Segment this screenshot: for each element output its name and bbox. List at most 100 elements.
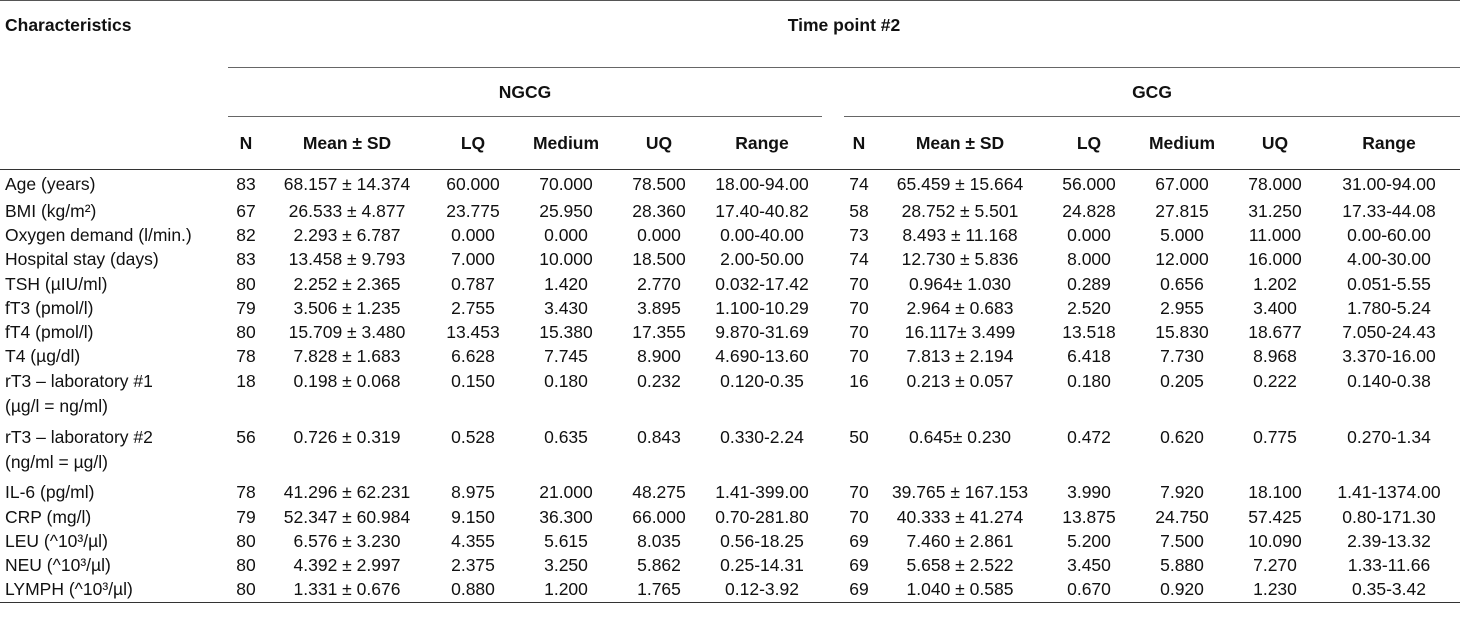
row-label: fT4 (pmol/l) xyxy=(0,320,228,344)
row-label-text: NEU (^10³/µl) xyxy=(5,554,111,575)
ngcg-n-cell: 80 xyxy=(228,577,264,603)
ngcg-lq-cell: 0.787 xyxy=(451,273,495,294)
ngcg-range-cell: 17.40-40.82 xyxy=(715,201,809,222)
ngcg-n-cell: 80 xyxy=(236,530,256,551)
ngcg-uq-cell: 8.035 xyxy=(637,530,681,551)
gcg-range-cell: 0.051-5.55 xyxy=(1347,273,1431,294)
gcg-n-cell: 74 xyxy=(849,249,869,270)
ngcg-uq-cell: 48.275 xyxy=(632,482,686,503)
ngcg-n-cell: 78 xyxy=(236,346,256,367)
ngcg-n-cell: 79 xyxy=(236,297,256,318)
gcg-range-cell: 7.050-24.43 xyxy=(1342,322,1436,343)
col-header-lq: LQ xyxy=(430,116,516,170)
ngcg-range-cell: 2.00-50.00 xyxy=(720,249,804,270)
ngcg-range-cell: 4.690-13.60 xyxy=(715,346,809,367)
gcg-mean-sd-cell: 12.730 ± 5.836 xyxy=(901,249,1019,270)
gcg-n-cell: 69 xyxy=(849,530,869,551)
gcg-n-cell: 70 xyxy=(849,482,869,503)
ngcg-mean-sd-cell: 6.576 ± 3.230 xyxy=(293,530,401,551)
row-label: LEU (^10³/µl) xyxy=(0,529,228,553)
ngcg-uq-cell: 66.000 xyxy=(632,506,686,527)
gcg-mean-sd-cell: 7.460 ± 2.861 xyxy=(906,530,1014,551)
row-label-text: TSH (µIU/ml) xyxy=(5,273,108,294)
row-label-text: fT3 (pmol/l) xyxy=(5,297,94,318)
row-label-text: fT4 (pmol/l) xyxy=(5,322,94,343)
col-header-uq: UQ xyxy=(616,116,702,170)
ngcg-range-cell: 0.032-17.42 xyxy=(715,273,809,294)
gcg-lq-cell: 24.828 xyxy=(1062,201,1116,222)
gcg-mean-sd-cell: 0.645± 0.230 xyxy=(908,426,1012,447)
col-header-mean-sd: Mean ± SD xyxy=(264,116,430,170)
gcg-n-cell: 70 xyxy=(849,297,869,318)
table-row: rT3 – laboratory #1 (µg/l = ng/ml) 18 0.198… xyxy=(0,369,1460,425)
ngcg-range-cell: 0.120-0.35 xyxy=(720,370,804,391)
row-label-text: LYMPH (^10³/µl) xyxy=(5,579,133,600)
gcg-medium-cell: 7.920 xyxy=(1160,482,1204,503)
ngcg-lq-cell: 0.528 xyxy=(451,426,495,447)
gcg-medium-cell: 67.000 xyxy=(1155,174,1209,195)
gcg-range-cell: 0.35-3.42 xyxy=(1318,577,1460,603)
ngcg-medium-cell: 0.180 xyxy=(544,370,588,391)
gcg-n-cell: 74 xyxy=(849,174,869,195)
gcg-mean-sd-cell: 1.040 ± 0.585 xyxy=(874,577,1046,603)
table-row: T4 (µg/dl) 78 7.828 ± 1.683 6.628 7.745 8.900… xyxy=(0,345,1460,369)
ngcg-n-cell: 78 xyxy=(236,482,256,503)
table-row: LYMPH (^10³/µl) 80 1.331 ± 0.676 0.880 1.200… xyxy=(0,577,1460,603)
ngcg-mean-sd-cell: 3.506 ± 1.235 xyxy=(293,297,401,318)
col-header-uq: UQ xyxy=(1232,116,1318,170)
table-row: fT3 (pmol/l) 79 3.506 ± 1.235 2.755 3.430 3.8… xyxy=(0,296,1460,320)
gcg-uq-cell: 1.202 xyxy=(1253,273,1297,294)
group-gap xyxy=(822,170,844,200)
ngcg-lq-cell: 7.000 xyxy=(451,249,495,270)
ngcg-mean-sd-cell: 52.347 ± 60.984 xyxy=(283,506,411,527)
gcg-lq-cell: 13.518 xyxy=(1062,322,1116,343)
gcg-n-cell: 70 xyxy=(849,273,869,294)
gcg-uq-cell: 16.000 xyxy=(1248,249,1302,270)
row-label: IL-6 (pg/ml) xyxy=(0,481,228,505)
gcg-uq-cell: 0.775 xyxy=(1253,426,1297,447)
ngcg-lq-cell: 23.775 xyxy=(446,201,500,222)
ngcg-range-cell: 0.56-18.25 xyxy=(720,530,804,551)
ngcg-medium-cell: 21.000 xyxy=(539,482,593,503)
col-header-n: N xyxy=(228,116,264,170)
row-label: Oxygen demand (l/min.) xyxy=(0,224,228,248)
ngcg-mean-sd-cell: 2.293 ± 6.787 xyxy=(293,225,401,246)
ngcg-uq-cell: 2.770 xyxy=(637,273,681,294)
header-group-ngcg: NGCG xyxy=(228,67,822,117)
gcg-lq-cell: 6.418 xyxy=(1067,346,1111,367)
gcg-mean-sd-cell: 7.813 ± 2.194 xyxy=(906,346,1014,367)
ngcg-lq-cell: 0.000 xyxy=(451,225,495,246)
gcg-uq-cell: 18.677 xyxy=(1248,322,1302,343)
col-header-n: N xyxy=(844,116,874,170)
row-label-text: BMI (kg/m²) xyxy=(5,201,97,222)
table-row: Oxygen demand (l/min.) 82 2.293 ± 6.787 0.0… xyxy=(0,224,1460,248)
gcg-medium-cell: 0.656 xyxy=(1160,273,1204,294)
ngcg-range-cell: 0.70-281.80 xyxy=(715,506,809,527)
group-gap xyxy=(822,481,844,505)
col-header-mean-sd: Mean ± SD xyxy=(874,116,1046,170)
table-row: fT4 (pmol/l) 80 15.709 ± 3.480 13.453 15.380… xyxy=(0,320,1460,344)
gcg-medium-cell: 7.730 xyxy=(1160,346,1204,367)
gcg-uq-cell: 11.000 xyxy=(1248,225,1302,246)
group-gap xyxy=(822,553,844,577)
ngcg-range-cell: 18.00-94.00 xyxy=(715,174,809,195)
group-gap xyxy=(822,224,844,248)
gcg-range-cell: 0.80-171.30 xyxy=(1342,506,1436,527)
gcg-n-cell: 69 xyxy=(844,577,874,603)
ngcg-n-cell: 18 xyxy=(236,370,256,391)
ngcg-medium-cell: 25.950 xyxy=(539,201,593,222)
gcg-medium-cell: 27.815 xyxy=(1155,201,1209,222)
gcg-n-cell: 73 xyxy=(849,225,869,246)
gcg-medium-cell: 24.750 xyxy=(1155,506,1209,527)
row-label-text: Oxygen demand (l/min.) xyxy=(5,225,192,246)
table-row: CRP (mg/l) 79 52.347 ± 60.984 9.150 36.300 66… xyxy=(0,505,1460,529)
gcg-n-cell: 16 xyxy=(849,370,869,391)
row-label: fT3 (pmol/l) xyxy=(0,296,228,320)
group-gap xyxy=(822,200,844,224)
row-label-text: LEU (^10³/µl) xyxy=(5,530,108,551)
row-label-text: Age (years) xyxy=(5,174,96,195)
gcg-lq-cell: 56.000 xyxy=(1062,174,1116,195)
ngcg-n-cell: 82 xyxy=(236,225,256,246)
group-gap xyxy=(822,320,844,344)
gcg-mean-sd-cell: 39.765 ± 167.153 xyxy=(891,482,1029,503)
